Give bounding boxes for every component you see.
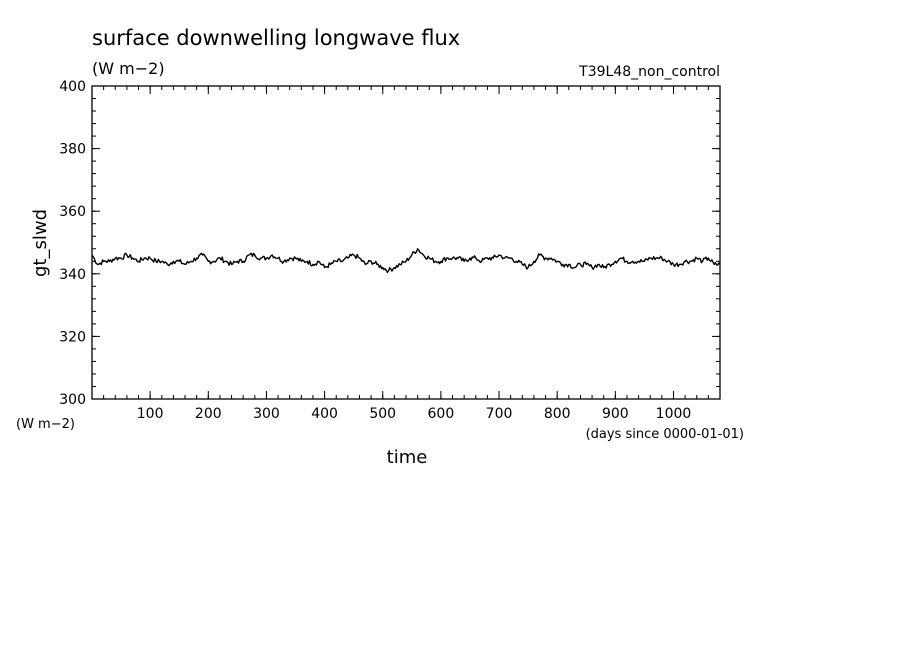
- chart-subtitle: (W m−2): [92, 59, 165, 78]
- x-tick-label: 400: [311, 406, 338, 422]
- x-axis-unit: (days since 0000-01-01): [586, 427, 744, 442]
- y-tick-label: 360: [59, 204, 86, 220]
- x-tick-label: 900: [602, 406, 629, 422]
- y-tick-label: 320: [59, 329, 86, 345]
- x-tick-label: 800: [544, 406, 571, 422]
- y-tick-label: 380: [59, 142, 86, 158]
- run-label: T39L48_non_control: [578, 64, 720, 80]
- plot-frame: [91, 85, 721, 400]
- x-tick-label: 1000: [656, 406, 692, 422]
- y-tick-label: 400: [59, 79, 86, 95]
- x-tick-label: 600: [428, 406, 455, 422]
- y-axis-unit: (W m−2): [16, 417, 75, 432]
- x-tick-label: 500: [369, 406, 396, 422]
- x-axis-label: time: [387, 447, 428, 468]
- series-line: [91, 248, 721, 274]
- y-axis-label: gt_slwd: [30, 209, 51, 277]
- x-tick-label: 200: [195, 406, 222, 422]
- y-tick-label: 300: [59, 392, 86, 408]
- x-tick-label: 300: [253, 406, 280, 422]
- x-tick-labels: 100 200 300 400 500 600 700 800 900 1000: [137, 406, 692, 422]
- x-tick-label: 700: [486, 406, 513, 422]
- x-tick-label: 100: [137, 406, 164, 422]
- y-tick-label: 340: [59, 267, 86, 283]
- y-tick-labels: 300 320 340 360 380 400: [59, 79, 86, 408]
- axis-ticks: [92, 85, 720, 400]
- chart-title: surface downwelling longwave flux: [92, 26, 460, 50]
